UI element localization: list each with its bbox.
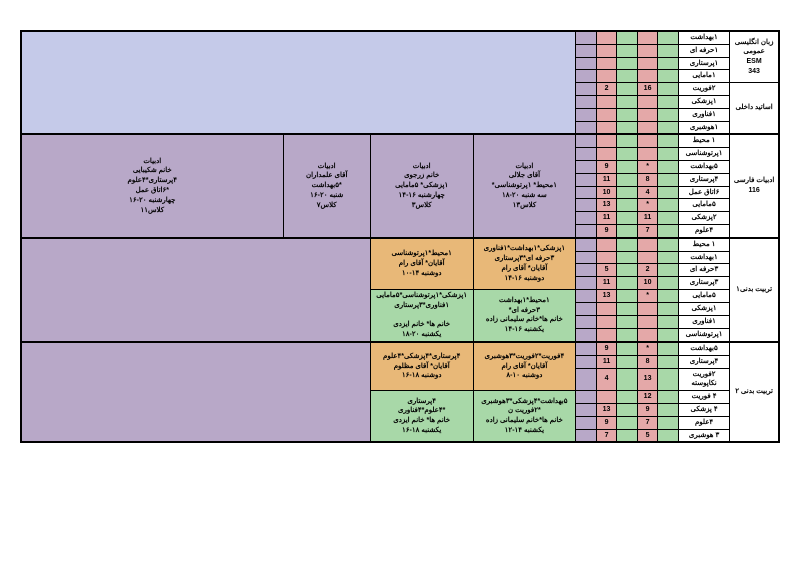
num: 8 [637,355,658,368]
lit-cell: ادبیات خانم شکیبایی ۴پرستاری*۴علوم *۶اتا… [21,134,283,237]
row-label: ۴علوم [678,416,729,429]
num: 2 [596,83,617,96]
num: 2 [637,264,658,277]
row-label: ۱هوشبری [678,121,729,134]
num: 9 [637,403,658,416]
cell [596,31,617,44]
num: 11 [637,212,658,225]
num: 9 [596,416,617,429]
num: 8 [637,173,658,186]
schedule-table: زبان انگلیسی عمومی ESM 343 ۱بهداشت ۱حرفه… [20,30,780,443]
row-label: ۱فناوری [678,315,729,328]
row-label: ۱پزشکی [678,95,729,108]
row-label: ۴علوم [678,224,729,237]
pe-cell: ۴پرستاری*۴پزشکی*۴علوم آقایان* آقای مظلوم… [370,342,473,391]
num: 7 [637,224,658,237]
cell [617,31,638,44]
row-label: ۱پرستاری [678,57,729,70]
row-label: ۱فناوری [678,108,729,121]
pe-cell: ۴فوریت*۲فوریت*۳هوشبری آقایان* آقای رام د… [473,342,576,391]
lit-cell: ادبیات آقای جلالی ۱محیط* ۱پرتوشناسی* سه … [473,134,576,237]
num: 7 [637,416,658,429]
row-label: ۲فوریت نکاپوسته [678,368,729,391]
row-label: ۱ محیط [678,134,729,147]
num: 5 [596,264,617,277]
row-label: ۵مامایی [678,289,729,302]
pe-cell: ۴پرستاری *۴علوم*۴فناوری خانم ها* خانم ای… [370,391,473,443]
row-label: ۵بهداشت [678,342,729,355]
num: * [637,289,658,302]
row-label: ۵مامایی [678,199,729,212]
row-label: ۱ محیط [678,238,729,251]
num: 4 [637,186,658,199]
num: 4 [596,368,617,391]
num: 9 [596,342,617,355]
num: 11 [596,355,617,368]
row-label: ۱پرتوشناسی [678,328,729,342]
num: * [637,160,658,173]
num: 13 [596,199,617,212]
row-label: ۱مامایی [678,70,729,83]
row-label: ۴پرستاری [678,173,729,186]
row-label: ۶اتاق عمل [678,186,729,199]
pe-cell: ۱محیط*۱پرتوشناسی آقایان* آقای رام دوشنبه… [370,238,473,290]
num: 9 [596,160,617,173]
num: 16 [637,83,658,96]
row-label: ۱بهداشت [678,251,729,264]
row-label: ۴پرستاری [678,355,729,368]
num: 11 [596,277,617,290]
course-title: اساتید داخلی [730,83,779,135]
row-label: ۵بهداشت [678,160,729,173]
row-label: ۱بهداشت [678,31,729,44]
pe-cell: ۵بهداشت*۴پزشکی*۳هوشبری *۲فوریت ن خانم ها… [473,391,576,443]
row-label: ۲پزشکی [678,212,729,225]
course-title: زبان انگلیسی عمومی ESM 343 [730,31,779,83]
num: 7 [596,429,617,442]
num: 13 [596,289,617,302]
row-label: ۳حرفه ای [678,264,729,277]
row-label: ۴ پزشکی [678,403,729,416]
num: * [637,199,658,212]
empty-block [21,342,370,442]
course-title: ادبیات فارسی 116 [730,134,779,237]
empty-block [21,238,370,342]
num: 10 [637,277,658,290]
num: * [637,342,658,355]
row-label: ۱پزشکی [678,302,729,315]
num: 13 [596,403,617,416]
num: 5 [637,429,658,442]
pe-cell: ۱پزشکی*۱بهداشت*۱فناوری ۳حرفه ای*۳پرستاری… [473,238,576,290]
lit-cell: ادبیات آقای علمداران *۵بهداشت شنبه ۲۰-۱۶… [283,134,370,237]
pe-cell: ۱پزشکی*۱پرتوشناسی*۵مامایی ۱فناوری*۳پرستا… [370,289,473,341]
schedule-page: زبان انگلیسی عمومی ESM 343 ۱بهداشت ۱حرفه… [0,0,800,579]
num: 11 [596,173,617,186]
cell [637,31,658,44]
course-title: تربیت بدنی ۲ [730,342,779,442]
row-label: ۴ فوریت [678,391,729,404]
num: 12 [637,391,658,404]
cell [576,31,597,44]
lit-cell: ادبیات خانم زرجوی ۱پزشکی* ۵مامایی چهارشن… [370,134,473,237]
empty-block [21,31,576,134]
row-label: ۱حرفه ای [678,44,729,57]
row-label: ۲فوریت [678,83,729,96]
num: 11 [596,212,617,225]
row-label: ۱پرتوشناسی [678,148,729,161]
pe-cell: ۱محیط*۱بهداشت ۳حرفه ای* خانم ها*خانم سلی… [473,289,576,341]
row-label: ۳ هوشبری [678,429,729,442]
cell [658,31,679,44]
course-title: تربیت بدنی۱ [730,238,779,342]
num: 10 [596,186,617,199]
row-label: ۳پرستاری [678,277,729,290]
num: 9 [596,224,617,237]
num: 13 [637,368,658,391]
